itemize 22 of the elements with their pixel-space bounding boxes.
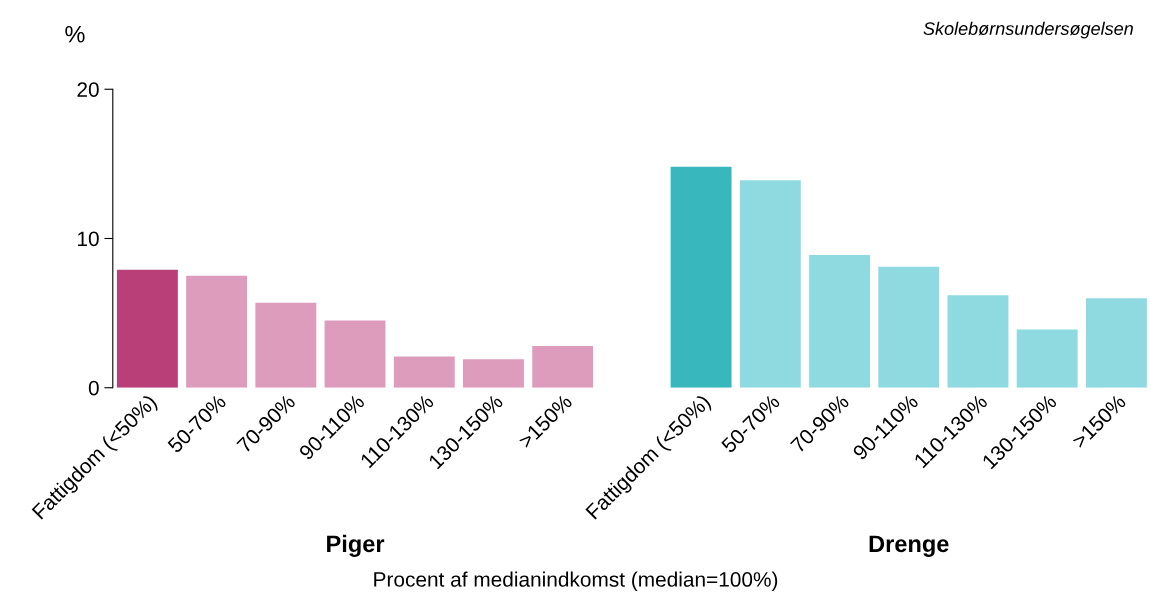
y-tick-label: 0 [88,380,99,396]
y-tick-label: 20 [77,82,99,97]
x-axis-title: Procent af medianindkomst (median=100%) [374,571,778,591]
bar [532,345,594,388]
bar [255,302,317,388]
bar [1016,329,1078,388]
bar [739,180,801,388]
bar [809,254,870,388]
bar [186,275,248,388]
bar [463,359,524,388]
bar [1085,298,1147,388]
bar [393,356,455,388]
bar [670,166,732,388]
text: Piger [327,534,385,557]
y-axis-title: % [65,25,85,43]
y-tick-label: 10 [78,231,99,247]
bar [116,269,178,388]
text: Skolebørnsundersøgelsen [923,21,1133,39]
bar [324,320,386,388]
bar [947,295,1009,388]
bar [878,266,940,388]
text: Drenge [869,535,949,557]
